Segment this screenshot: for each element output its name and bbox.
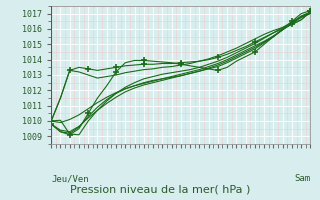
Text: Sam: Sam <box>294 174 310 183</box>
Text: Pression niveau de la mer( hPa ): Pression niveau de la mer( hPa ) <box>70 184 250 194</box>
Text: Jeu/Ven: Jeu/Ven <box>51 174 89 183</box>
